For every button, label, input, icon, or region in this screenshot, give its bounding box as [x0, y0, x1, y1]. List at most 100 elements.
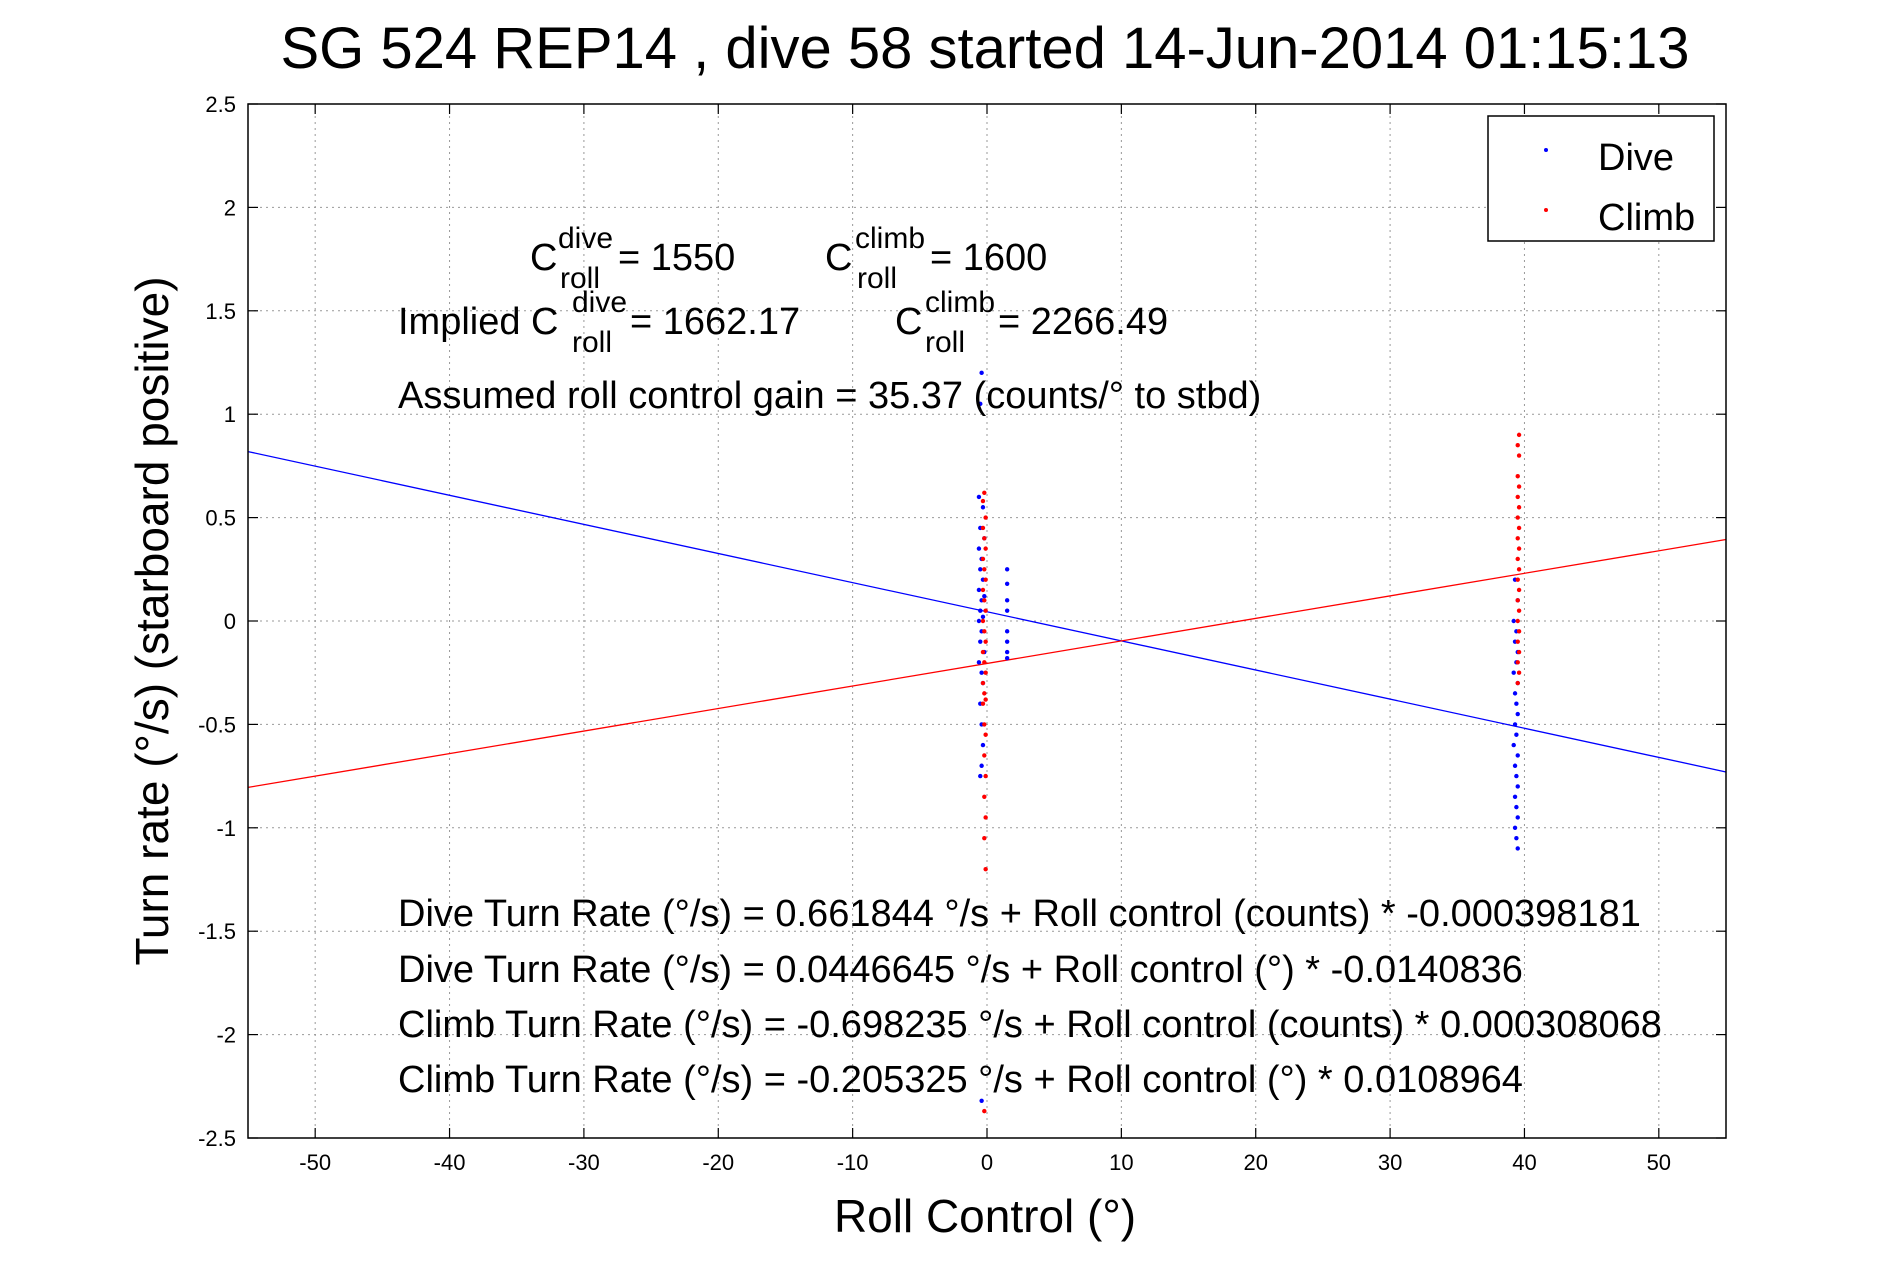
climb-point: [983, 608, 988, 613]
climb-point: [983, 670, 988, 675]
dive-point: [1004, 581, 1010, 586]
implied-climb-base: C: [895, 301, 922, 343]
x-tick-label: 50: [1647, 1150, 1671, 1175]
climb-point: [1516, 567, 1522, 572]
dive-point: [979, 670, 984, 675]
dive-point: [1512, 825, 1518, 830]
equation-climb-counts: Climb Turn Rate (°/s) = -0.698235 °/s + …: [398, 1004, 1662, 1046]
data-points: [976, 370, 1522, 1114]
c-climb-sub: roll: [857, 262, 897, 295]
y-tick-label: 2: [224, 195, 236, 220]
implied-dive-sub: roll: [572, 326, 612, 359]
dive-point: [1514, 835, 1519, 841]
y-tick-label: -1: [216, 816, 236, 841]
climb-point: [1516, 484, 1522, 489]
dive-point: [1004, 567, 1010, 572]
dive-point: [1515, 846, 1520, 851]
dive-point: [1004, 598, 1010, 603]
climb-point: [983, 546, 988, 551]
climb-point: [1516, 649, 1522, 655]
climb-point: [1516, 629, 1522, 634]
dive-point: [1512, 763, 1518, 768]
x-tick-label: 40: [1512, 1150, 1536, 1175]
climb-point: [1516, 587, 1522, 593]
c-climb-value: = 1600: [930, 237, 1047, 279]
implied-climb-sub: roll: [925, 326, 965, 359]
climb-point: [983, 866, 988, 872]
climb-point: [982, 598, 987, 603]
climb-point: [1516, 525, 1522, 531]
dive-point: [1515, 784, 1520, 789]
climb-point: [1515, 536, 1520, 541]
dive-point: [976, 618, 982, 624]
climb-point: [1516, 608, 1522, 613]
dive-point: [1004, 639, 1010, 644]
dive-point: [978, 773, 983, 779]
climb-point: [980, 587, 986, 593]
climb-point: [982, 753, 987, 758]
climb-point: [1516, 505, 1522, 510]
dive-point: [982, 593, 987, 599]
dive-point: [1515, 711, 1520, 717]
climb-point: [982, 794, 987, 799]
climb-point: [980, 701, 986, 706]
dive-point: [978, 639, 983, 644]
dive-point: [1004, 656, 1010, 661]
climb-point: [1516, 546, 1522, 551]
climb-point: [980, 618, 986, 624]
dive-point: [1514, 701, 1519, 706]
climb-fit-line: [247, 538, 1727, 789]
equation-dive-counts: Dive Turn Rate (°/s) = 0.661844 °/s + Ro…: [398, 893, 1641, 935]
dive-point: [1515, 753, 1520, 758]
climb-point: [1515, 556, 1520, 562]
dive-point: [1515, 815, 1520, 820]
dive-point: [1512, 722, 1518, 727]
dive-point: [980, 742, 986, 748]
climb-point: [982, 835, 987, 841]
implied-dive-value: = 1662.17: [630, 301, 800, 343]
climb-point: [1516, 670, 1522, 675]
y-tick-label: 0: [224, 609, 236, 634]
c-dive-value: = 1550: [618, 237, 735, 279]
legend-climb-marker: [1544, 208, 1548, 212]
dive-point: [976, 546, 982, 551]
climb-point: [982, 536, 987, 541]
dive-point: [976, 587, 982, 593]
equation-annotations: Dive Turn Rate (°/s) = 0.661844 °/s + Ro…: [398, 893, 1662, 1101]
dive-point: [1512, 794, 1518, 799]
x-tick-label: -10: [837, 1150, 869, 1175]
x-tick-label: -30: [568, 1150, 600, 1175]
climb-point: [982, 660, 987, 665]
climb-point: [1515, 443, 1520, 448]
y-tick-label: -0.5: [198, 712, 236, 737]
x-tick-label: 30: [1378, 1150, 1402, 1175]
x-axis-label: Roll Control (°): [834, 1190, 1136, 1242]
dive-point: [979, 370, 984, 376]
dive-point: [1512, 691, 1518, 696]
y-tick-label: -1.5: [198, 919, 236, 944]
dive-point: [1514, 773, 1519, 779]
dive-point: [979, 1098, 984, 1103]
implied-climb-sup: climb: [925, 286, 995, 319]
dive-point: [1514, 804, 1519, 810]
climb-point: [980, 498, 986, 504]
implied-climb-value: = 2266.49: [998, 301, 1168, 343]
dive-point: [978, 401, 983, 407]
climb-point: [980, 680, 986, 686]
y-tick-label: 0.5: [205, 506, 236, 531]
climb-point: [982, 490, 987, 495]
y-tick-label: 1.5: [205, 299, 236, 324]
dive-point: [1004, 629, 1010, 634]
y-tick-label: -2.5: [198, 1126, 236, 1151]
climb-point: [1515, 639, 1520, 644]
climb-point: [983, 577, 988, 582]
climb-point: [1515, 474, 1520, 479]
climb-point: [982, 1108, 987, 1114]
y-axis-label: Turn rate (°/s) (starboard positive): [126, 276, 178, 965]
coefficient-annotations: C dive roll = 1550 C climb roll = 1600 I…: [398, 222, 1261, 417]
climb-point: [1515, 577, 1520, 582]
gain-annotation: Assumed roll control gain = 35.37 (count…: [398, 375, 1261, 417]
x-tick-label: -20: [702, 1150, 734, 1175]
c-climb-sup: climb: [855, 222, 925, 255]
